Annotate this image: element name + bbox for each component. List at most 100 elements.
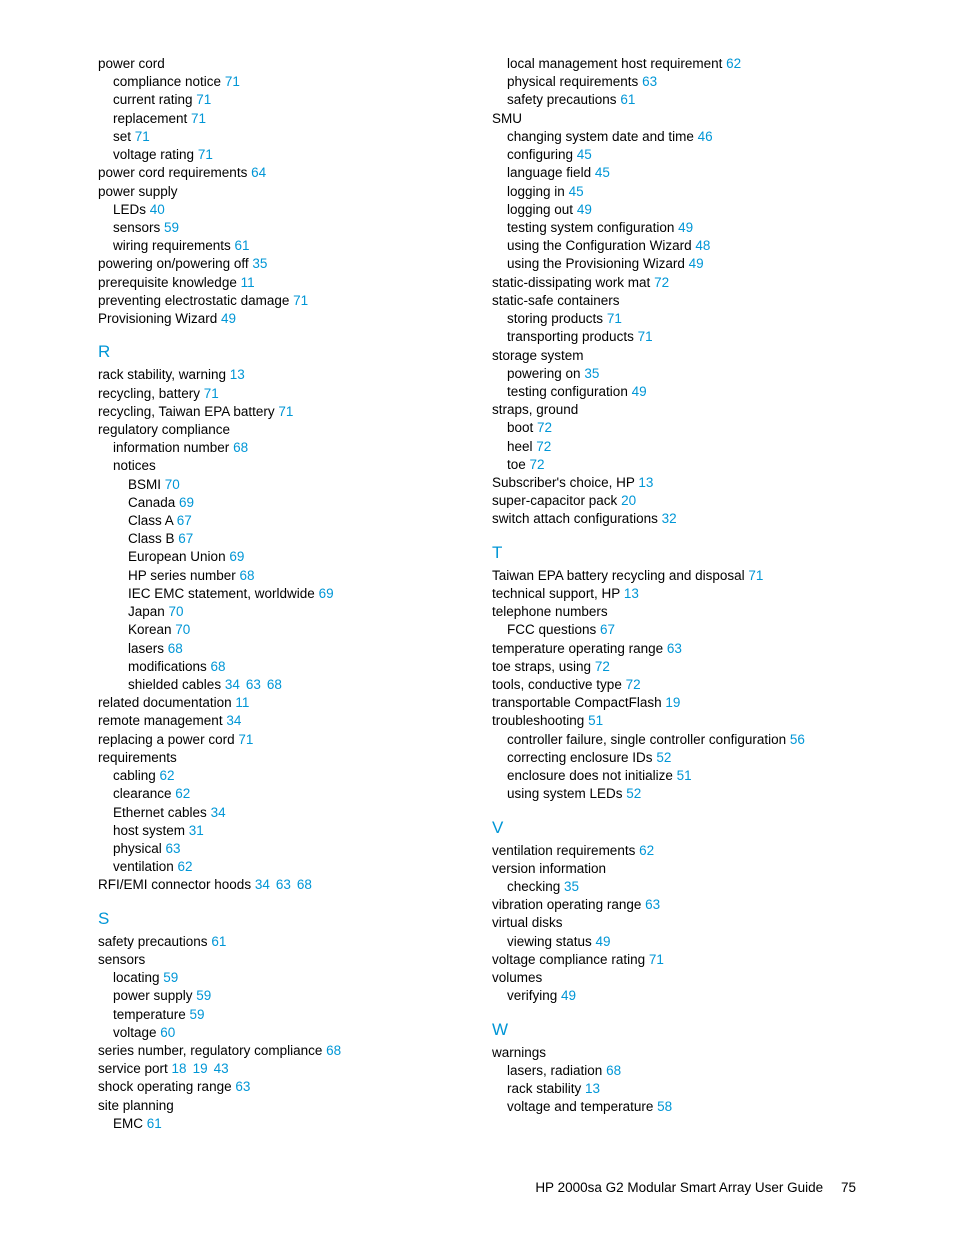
index-page-link[interactable]: 13	[585, 1081, 600, 1096]
index-page-link[interactable]: 34	[225, 677, 240, 692]
index-page-link[interactable]: 71	[638, 329, 653, 344]
index-section-v: V	[492, 818, 856, 838]
index-page-link[interactable]: 32	[662, 511, 677, 526]
index-page-link[interactable]: 34	[211, 805, 226, 820]
index-page-link[interactable]: 51	[677, 768, 692, 783]
index-page-link[interactable]: 71	[135, 129, 150, 144]
index-page-link[interactable]: 63	[276, 877, 291, 892]
index-page-link[interactable]: 19	[193, 1061, 208, 1076]
index-page-link[interactable]: 62	[178, 859, 193, 874]
index-page-link[interactable]: 70	[165, 477, 180, 492]
index-page-link[interactable]: 56	[790, 732, 805, 747]
index-page-link[interactable]: 72	[530, 457, 545, 472]
index-page-link[interactable]: 35	[564, 879, 579, 894]
index-page-link[interactable]: 69	[229, 549, 244, 564]
index-page-link[interactable]: 71	[196, 92, 211, 107]
index-page-link[interactable]: 31	[189, 823, 204, 838]
index-page-link[interactable]: 49	[577, 202, 592, 217]
index-page-link[interactable]: 61	[620, 92, 635, 107]
index-page-link[interactable]: 11	[235, 695, 249, 710]
index-page-link[interactable]: 71	[204, 386, 219, 401]
index-page-link[interactable]: 69	[319, 586, 334, 601]
index-page-link[interactable]: 68	[240, 568, 255, 583]
index-page-link[interactable]: 63	[166, 841, 181, 856]
index-page-link[interactable]: 45	[569, 184, 584, 199]
index-page-link[interactable]: 63	[642, 74, 657, 89]
index-page-link[interactable]: 49	[561, 988, 576, 1003]
index-page-link[interactable]: 49	[221, 311, 236, 326]
index-page-link[interactable]: 62	[175, 786, 190, 801]
index-page-link[interactable]: 61	[147, 1116, 162, 1131]
index-page-link[interactable]: 18	[172, 1061, 187, 1076]
index-term: preventing electrostatic damage	[98, 293, 293, 308]
index-page-link[interactable]: 67	[177, 513, 192, 528]
index-page-link[interactable]: 71	[649, 952, 664, 967]
index-page-link[interactable]: 46	[698, 129, 713, 144]
index-page-link[interactable]: 63	[645, 897, 660, 912]
index-page-link[interactable]: 69	[179, 495, 194, 510]
index-page-link[interactable]: 68	[233, 440, 248, 455]
index-page-link[interactable]: 59	[163, 970, 178, 985]
index-page-link[interactable]: 49	[632, 384, 647, 399]
index-page-link[interactable]: 11	[241, 275, 255, 290]
index-page-link[interactable]: 52	[656, 750, 671, 765]
index-page-link[interactable]: 64	[251, 165, 266, 180]
index-page-link[interactable]: 40	[150, 202, 165, 217]
index-page-link[interactable]: 70	[175, 622, 190, 637]
index-page-link[interactable]: 62	[726, 56, 741, 71]
index-page-link[interactable]: 68	[606, 1063, 621, 1078]
index-page-link[interactable]: 71	[191, 111, 206, 126]
index-page-link[interactable]: 48	[695, 238, 710, 253]
index-page-link[interactable]: 59	[190, 1007, 205, 1022]
index-page-link[interactable]: 68	[326, 1043, 341, 1058]
index-page-link[interactable]: 49	[678, 220, 693, 235]
index-page-link[interactable]: 13	[638, 475, 653, 490]
index-page-link[interactable]: 71	[748, 568, 763, 583]
index-page-link[interactable]: 62	[639, 843, 654, 858]
index-page-link[interactable]: 63	[235, 1079, 250, 1094]
index-page-link[interactable]: 34	[255, 877, 270, 892]
index-page-link[interactable]: 59	[196, 988, 211, 1003]
index-page-link[interactable]: 62	[160, 768, 175, 783]
index-page-link[interactable]: 61	[235, 238, 250, 253]
index-page-link[interactable]: 13	[624, 586, 639, 601]
index-page-link[interactable]: 35	[584, 366, 599, 381]
index-entry: ventilation requirements 62	[492, 842, 856, 860]
index-page-link[interactable]: 71	[278, 404, 293, 419]
index-page-link[interactable]: 59	[164, 220, 179, 235]
index-page-link[interactable]: 49	[689, 256, 704, 271]
index-page-link[interactable]: 71	[607, 311, 622, 326]
index-page-link[interactable]: 72	[595, 659, 610, 674]
index-page-link[interactable]: 43	[214, 1061, 229, 1076]
index-page-link[interactable]: 72	[626, 677, 641, 692]
index-page-link[interactable]: 52	[626, 786, 641, 801]
index-page-link[interactable]: 51	[588, 713, 603, 728]
index-page-link[interactable]: 72	[654, 275, 669, 290]
index-page-link[interactable]: 67	[178, 531, 193, 546]
index-page-link[interactable]: 71	[225, 74, 240, 89]
index-page-link[interactable]: 67	[600, 622, 615, 637]
index-page-link[interactable]: 19	[665, 695, 680, 710]
index-page-link[interactable]: 34	[226, 713, 241, 728]
index-page-link[interactable]: 45	[577, 147, 592, 162]
index-page-link[interactable]: 45	[595, 165, 610, 180]
index-page-link[interactable]: 63	[667, 641, 682, 656]
index-page-link[interactable]: 71	[198, 147, 213, 162]
index-page-link[interactable]: 72	[536, 439, 551, 454]
index-page-link[interactable]: 58	[657, 1099, 672, 1114]
index-page-link[interactable]: 63	[246, 677, 261, 692]
index-page-link[interactable]: 60	[160, 1025, 175, 1040]
index-page-link[interactable]: 68	[211, 659, 226, 674]
index-page-link[interactable]: 13	[230, 367, 245, 382]
index-page-link[interactable]: 20	[621, 493, 636, 508]
index-page-link[interactable]: 35	[252, 256, 267, 271]
index-page-link[interactable]: 68	[297, 877, 312, 892]
index-page-link[interactable]: 70	[169, 604, 184, 619]
index-page-link[interactable]: 72	[537, 420, 552, 435]
index-page-link[interactable]: 68	[267, 677, 282, 692]
index-page-link[interactable]: 68	[168, 641, 183, 656]
index-page-link[interactable]: 61	[211, 934, 226, 949]
index-page-link[interactable]: 71	[293, 293, 308, 308]
index-page-link[interactable]: 49	[596, 934, 611, 949]
index-page-link[interactable]: 71	[238, 732, 253, 747]
